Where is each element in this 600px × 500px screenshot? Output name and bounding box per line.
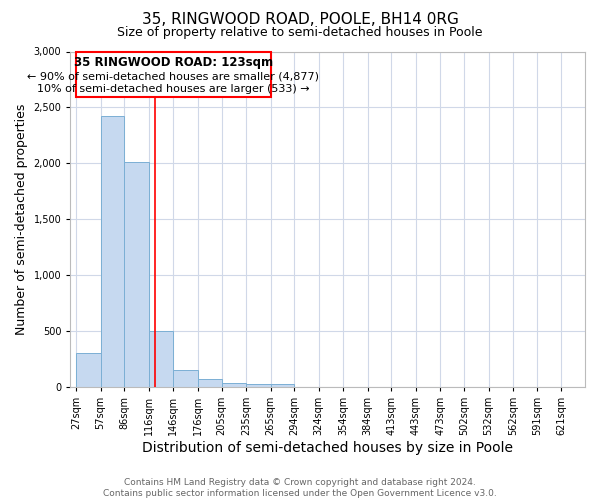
Text: 10% of semi-detached houses are larger (533) →: 10% of semi-detached houses are larger (… — [37, 84, 310, 94]
Bar — [149, 331, 173, 387]
Y-axis label: Number of semi-detached properties: Number of semi-detached properties — [15, 104, 28, 335]
Text: ← 90% of semi-detached houses are smaller (4,877): ← 90% of semi-detached houses are smalle… — [28, 72, 319, 82]
Text: 35 RINGWOOD ROAD: 123sqm: 35 RINGWOOD ROAD: 123sqm — [74, 56, 273, 70]
Bar — [76, 52, 271, 98]
X-axis label: Distribution of semi-detached houses by size in Poole: Distribution of semi-detached houses by … — [142, 441, 513, 455]
Bar — [221, 382, 246, 387]
Bar — [246, 384, 271, 387]
Bar — [198, 379, 221, 387]
Bar — [76, 354, 101, 387]
Bar — [271, 384, 294, 387]
Text: 35, RINGWOOD ROAD, POOLE, BH14 0RG: 35, RINGWOOD ROAD, POOLE, BH14 0RG — [142, 12, 458, 28]
Bar — [124, 162, 149, 387]
Bar — [101, 116, 124, 387]
Text: Contains HM Land Registry data © Crown copyright and database right 2024.
Contai: Contains HM Land Registry data © Crown c… — [103, 478, 497, 498]
Text: Size of property relative to semi-detached houses in Poole: Size of property relative to semi-detach… — [117, 26, 483, 39]
Bar — [173, 370, 198, 387]
